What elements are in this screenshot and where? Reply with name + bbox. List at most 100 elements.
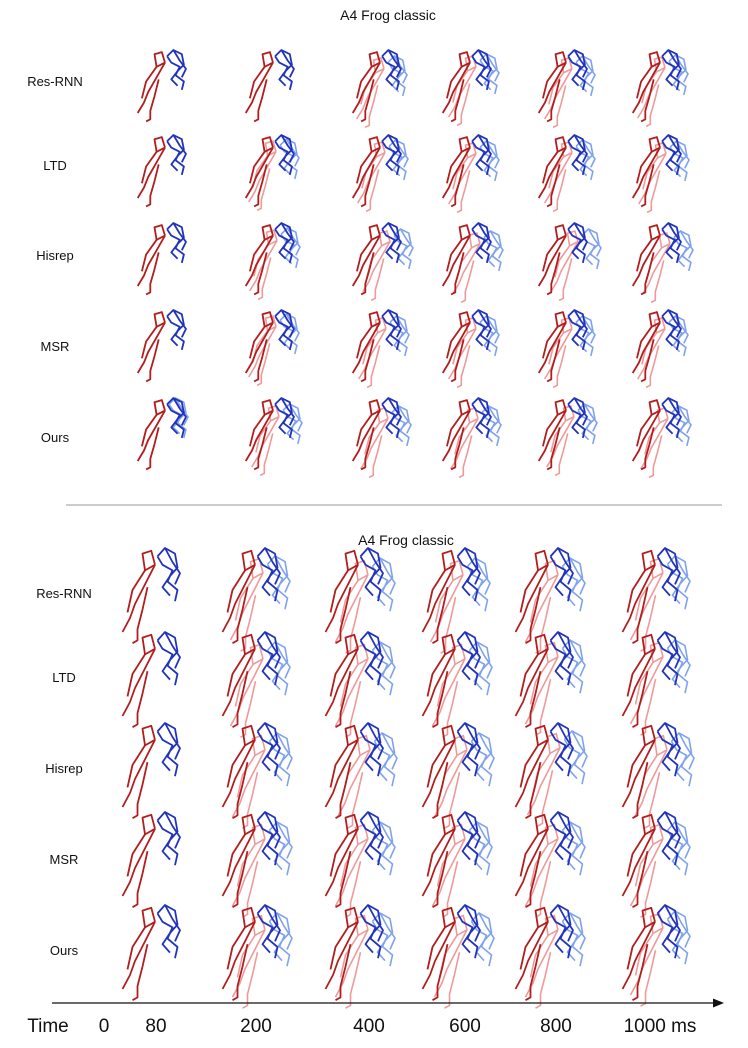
pose-ghost-blue-limb <box>566 667 576 689</box>
pose-blue-limb <box>161 659 171 681</box>
pose-ghost-blue-limb <box>379 821 396 859</box>
bottom-row-label-hisrep: Hisrep <box>45 761 83 776</box>
pose-ghost-red-limb <box>629 838 664 907</box>
pose-ghost-blue-limb <box>583 403 598 432</box>
pose-blue-limb <box>573 397 588 426</box>
pose-blue-limb <box>264 547 281 585</box>
pose-red-limb <box>458 311 471 328</box>
pose-ghost-red-limb <box>560 317 573 334</box>
pose-red-limb <box>446 151 463 184</box>
pose-blue-limb <box>156 631 179 661</box>
pose-red-limb <box>121 648 156 717</box>
pose-figure-bottom-r4-c2 <box>221 811 293 918</box>
pose-red-limb <box>446 326 463 359</box>
pose-red-limb <box>153 136 166 153</box>
pose-blue-limb <box>164 547 181 585</box>
pose-red-limb <box>253 252 268 296</box>
pose-ghost-blue-limb <box>285 138 300 167</box>
pose-red-limb <box>344 549 359 572</box>
pose-blue-limb <box>573 222 588 251</box>
pose-blue-limb <box>554 659 564 681</box>
pose-blue-limb <box>161 750 171 772</box>
pose-blue-limb <box>667 49 682 78</box>
pose-red-limb <box>241 549 256 572</box>
pose-ghost-blue-limb <box>475 940 485 962</box>
pose-blue-limb <box>278 70 287 87</box>
pose-ghost-blue-limb <box>679 230 694 259</box>
pose-blue-limb <box>381 397 400 420</box>
pose-ghost-red-limb <box>552 169 567 213</box>
pose-red-limb <box>621 921 656 990</box>
pose-figure-bottom-r1-c4 <box>421 547 491 654</box>
pose-blue-limb <box>475 155 484 172</box>
pose-figure-top-r3-c6 <box>631 222 694 304</box>
pose-blue-limb <box>172 222 187 251</box>
pose-figure-bottom-r4-c3 <box>324 811 396 918</box>
pose-ghost-red-limb <box>637 67 666 119</box>
pose-blue-limb <box>557 547 574 585</box>
pose-blue-limb <box>256 722 279 752</box>
pose-blue-limb <box>385 243 394 260</box>
pose-figure-bottom-r3-c3 <box>324 722 398 829</box>
pose-ghost-red-limb <box>345 597 362 654</box>
pose-ghost-red-limb <box>444 952 461 1009</box>
pose-red-limb <box>432 762 449 819</box>
pose-blue-limb <box>664 904 681 942</box>
pose-ghost-red-limb <box>535 861 552 918</box>
pose-red-limb <box>519 926 539 970</box>
pose-red-limb <box>121 921 156 990</box>
pose-red-limb <box>441 633 456 656</box>
pose-blue-limb <box>280 222 295 251</box>
pose-ghost-red-limb <box>550 420 567 453</box>
pose-figure-bottom-r2-c4 <box>421 631 493 738</box>
pose-blue-limb <box>557 811 574 849</box>
pose-ghost-red-limb <box>242 861 259 918</box>
pose-figure-top-r3-c3 <box>351 222 414 302</box>
pose-ghost-blue-limb <box>581 139 596 168</box>
pose-red-limb <box>244 62 274 114</box>
pose-figure-top-r5-c4 <box>441 397 502 479</box>
pose-ghost-red-limb <box>433 749 468 818</box>
pose-red-limb <box>145 252 160 296</box>
pose-red-limb <box>432 671 449 728</box>
pose-ghost-blue-limb <box>674 639 691 677</box>
pose-red-limb <box>244 410 274 462</box>
pose-red-limb <box>621 564 656 633</box>
pose-blue-limb <box>264 631 281 669</box>
pose-ghost-red-limb <box>256 168 271 212</box>
pose-figure-bottom-r5-c4 <box>421 904 495 1009</box>
pose-red-limb <box>141 326 158 359</box>
pose-red-limb <box>335 944 352 1001</box>
pose-red-limb <box>153 224 166 241</box>
pose-figure-top-r2-c5 <box>537 134 596 213</box>
pose-red-limb <box>546 339 561 383</box>
pose-ghost-red-limb <box>438 754 458 798</box>
pose-ghost-red-limb <box>466 407 479 424</box>
pose-blue-limb <box>461 932 471 954</box>
pose-red-limb <box>554 311 567 328</box>
pose-ghost-blue-limb <box>376 940 386 962</box>
pose-red-limb <box>542 66 559 99</box>
pose-blue-limb <box>364 839 374 861</box>
pose-red-limb <box>226 833 246 877</box>
pose-ghost-blue-limb <box>579 336 588 353</box>
pose-blue-limb <box>456 811 479 841</box>
pose-figure-bottom-r5-c2 <box>221 904 293 1009</box>
pose-red-limb <box>441 549 456 572</box>
pose-red-limb <box>141 66 158 99</box>
pose-ghost-blue-limb <box>479 53 498 76</box>
time-tick-0: 0 <box>99 1016 110 1037</box>
pose-ghost-blue-limb <box>569 912 586 950</box>
pose-ghost-red-limb <box>554 433 569 477</box>
pose-red-limb <box>141 813 156 836</box>
pose-red-limb <box>141 151 158 184</box>
pose-red-limb <box>344 724 359 747</box>
pose-ghost-blue-limb <box>273 940 283 962</box>
pose-red-limb <box>226 569 246 613</box>
bottom-pose-grid <box>121 547 695 1009</box>
pose-ghost-red-limb <box>458 435 473 479</box>
pose-red-limb <box>446 414 463 447</box>
pose-blue-limb <box>456 631 479 661</box>
pose-ghost-blue-limb <box>673 161 682 178</box>
pose-figure-bottom-r3-c6 <box>621 722 695 829</box>
